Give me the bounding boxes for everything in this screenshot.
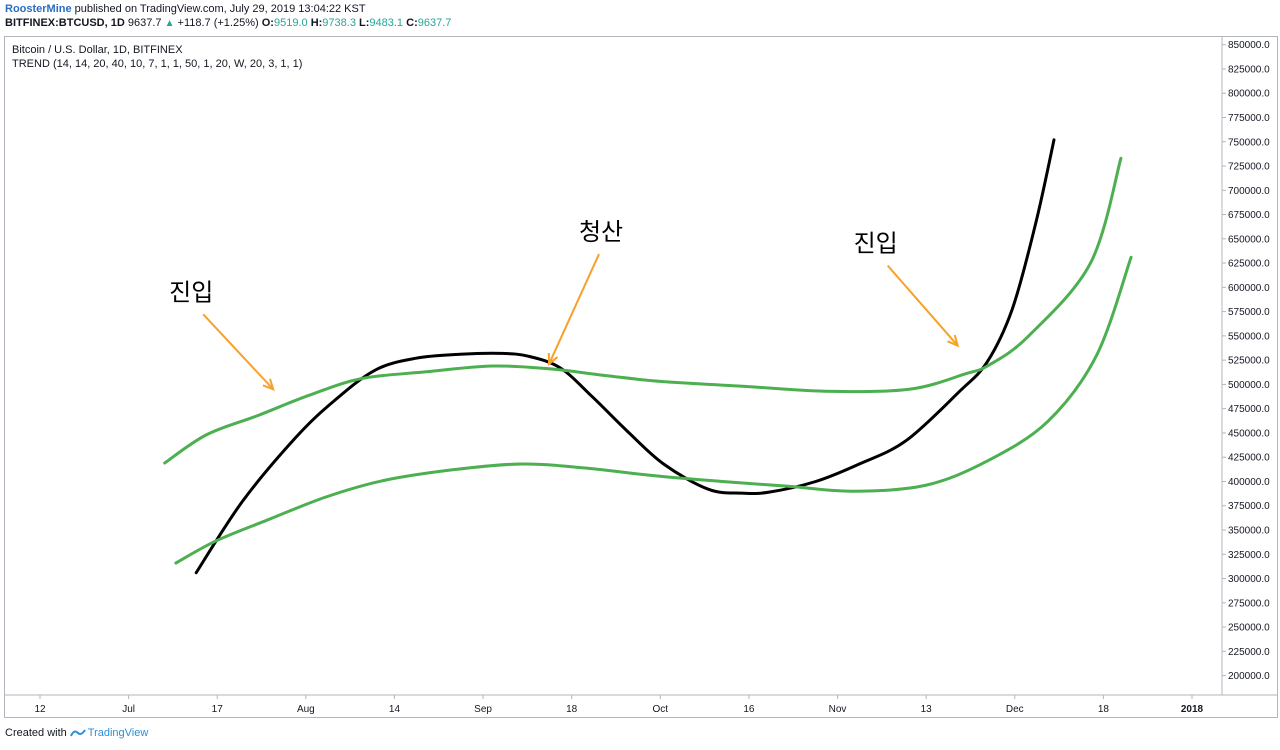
y-tick-label: 750000.0 bbox=[1228, 137, 1270, 148]
y-tick-label: 200000.0 bbox=[1228, 671, 1270, 682]
time-axis[interactable]: 12 Jul 17 Aug 14 Sep 18 Oct 16 Nov 13 Dec 18 2018 bbox=[4, 694, 1278, 715]
high-label: H: bbox=[310, 17, 323, 29]
annotation-label: 진입 bbox=[854, 231, 898, 258]
y-tick-label: 525000.0 bbox=[1228, 356, 1270, 367]
y-tick-label: 300000.0 bbox=[1228, 574, 1270, 585]
x-tick-label: 18 bbox=[1098, 704, 1110, 715]
y-tick-label: 625000.0 bbox=[1228, 259, 1270, 270]
x-tick-label: Oct bbox=[653, 704, 669, 715]
x-tick-label: 18 bbox=[566, 704, 578, 715]
annotation-arrow bbox=[548, 253, 600, 365]
x-tick-label: 2018 bbox=[1181, 704, 1204, 715]
y-tick-label: 350000.0 bbox=[1228, 526, 1270, 537]
annotation-arrowhead bbox=[947, 334, 960, 348]
open-value: 9519.0 bbox=[273, 17, 308, 29]
close-value: 9637.7 bbox=[417, 17, 452, 29]
y-tick-label: 650000.0 bbox=[1228, 234, 1270, 245]
price-axis[interactable]: 200000.0 225000.0 250000.0 275000.0 300000.0… bbox=[1221, 36, 1270, 695]
x-tick-label: 13 bbox=[921, 704, 933, 715]
y-tick-label: 325000.0 bbox=[1228, 550, 1270, 561]
y-tick-label: 825000.0 bbox=[1228, 64, 1270, 75]
low-label: L: bbox=[359, 17, 370, 29]
y-tick-label: 725000.0 bbox=[1228, 162, 1270, 173]
open-label: O: bbox=[261, 17, 274, 29]
x-tick-label: Jul bbox=[122, 704, 135, 715]
symbol-label: BITFINEX:BTCUSD, 1D bbox=[5, 17, 125, 29]
tradingview-logo-icon bbox=[69, 729, 86, 737]
chart-svg[interactable]: Bitcoin / U.S. Dollar, 1D, BITFINEX TREN… bbox=[4, 36, 1278, 718]
annotation-arrow bbox=[202, 313, 274, 390]
price-change: +118.7 (+1.25%) bbox=[177, 17, 259, 29]
y-tick-label: 575000.0 bbox=[1228, 307, 1270, 318]
annotation-arrowhead bbox=[547, 353, 559, 367]
high-value: 9738.3 bbox=[322, 17, 356, 29]
y-tick-label: 250000.0 bbox=[1228, 623, 1270, 634]
x-tick-label: 14 bbox=[389, 704, 401, 715]
indicator-label: TREND (14, 14, 20, 40, 10, 7, 1, 1, 50, … bbox=[12, 58, 302, 70]
symbol-info-bar: BITFINEX:BTCUSD, 1D 9637.7 ▲ +118.7 (+1.… bbox=[5, 17, 451, 29]
y-tick-label: 600000.0 bbox=[1228, 283, 1270, 294]
annotation-arrowhead bbox=[262, 378, 275, 391]
y-tick-label: 700000.0 bbox=[1228, 186, 1270, 197]
chart-border bbox=[4, 36, 1278, 718]
y-tick-label: 550000.0 bbox=[1228, 331, 1270, 342]
chart-title: Bitcoin / U.S. Dollar, 1D, BITFINEX bbox=[12, 44, 183, 56]
y-tick-label: 425000.0 bbox=[1228, 453, 1270, 464]
y-tick-label: 450000.0 bbox=[1228, 428, 1270, 439]
y-tick-label: 675000.0 bbox=[1228, 210, 1270, 221]
up-triangle-icon: ▲ bbox=[164, 18, 175, 29]
publish-info: RoosterMine published on TradingView.com… bbox=[5, 3, 366, 15]
y-tick-label: 500000.0 bbox=[1228, 380, 1270, 391]
y-tick-label: 275000.0 bbox=[1228, 598, 1270, 609]
last-price: 9637.7 bbox=[127, 17, 162, 29]
published-text: published on TradingView.com, July 29, 2… bbox=[71, 3, 366, 15]
close-label: C: bbox=[406, 17, 418, 29]
y-tick-label: 850000.0 bbox=[1228, 40, 1270, 51]
chart-frame[interactable]: Bitcoin / U.S. Dollar, 1D, BITFINEX TREN… bbox=[4, 36, 1278, 718]
annotation-label: 청산 bbox=[579, 219, 623, 246]
y-tick-label: 775000.0 bbox=[1228, 113, 1270, 124]
lower-trend-band bbox=[174, 255, 1133, 565]
x-tick-label: 12 bbox=[34, 704, 46, 715]
y-tick-label: 375000.0 bbox=[1228, 501, 1270, 512]
y-tick-label: 800000.0 bbox=[1228, 89, 1270, 100]
footer: Created with TradingView bbox=[5, 727, 148, 739]
annotation-label: 진입 bbox=[169, 279, 213, 306]
x-tick-label: Sep bbox=[474, 704, 492, 715]
tradingview-brand: TradingView bbox=[87, 727, 149, 739]
y-tick-label: 400000.0 bbox=[1228, 477, 1270, 488]
author-link[interactable]: RoosterMine bbox=[5, 3, 72, 15]
annotation-arrow bbox=[886, 264, 959, 347]
x-tick-label: 17 bbox=[212, 704, 224, 715]
x-tick-label: 16 bbox=[743, 704, 755, 715]
y-tick-label: 475000.0 bbox=[1228, 404, 1270, 415]
upper-trend-band bbox=[163, 156, 1123, 465]
low-value: 9483.1 bbox=[369, 17, 404, 29]
created-with-label: Created with bbox=[5, 727, 67, 739]
tradingview-link[interactable]: TradingView bbox=[69, 727, 149, 739]
x-tick-label: Aug bbox=[297, 704, 315, 715]
x-tick-label: Nov bbox=[829, 704, 847, 715]
x-tick-label: Dec bbox=[1006, 704, 1024, 715]
y-tick-label: 225000.0 bbox=[1228, 647, 1270, 658]
